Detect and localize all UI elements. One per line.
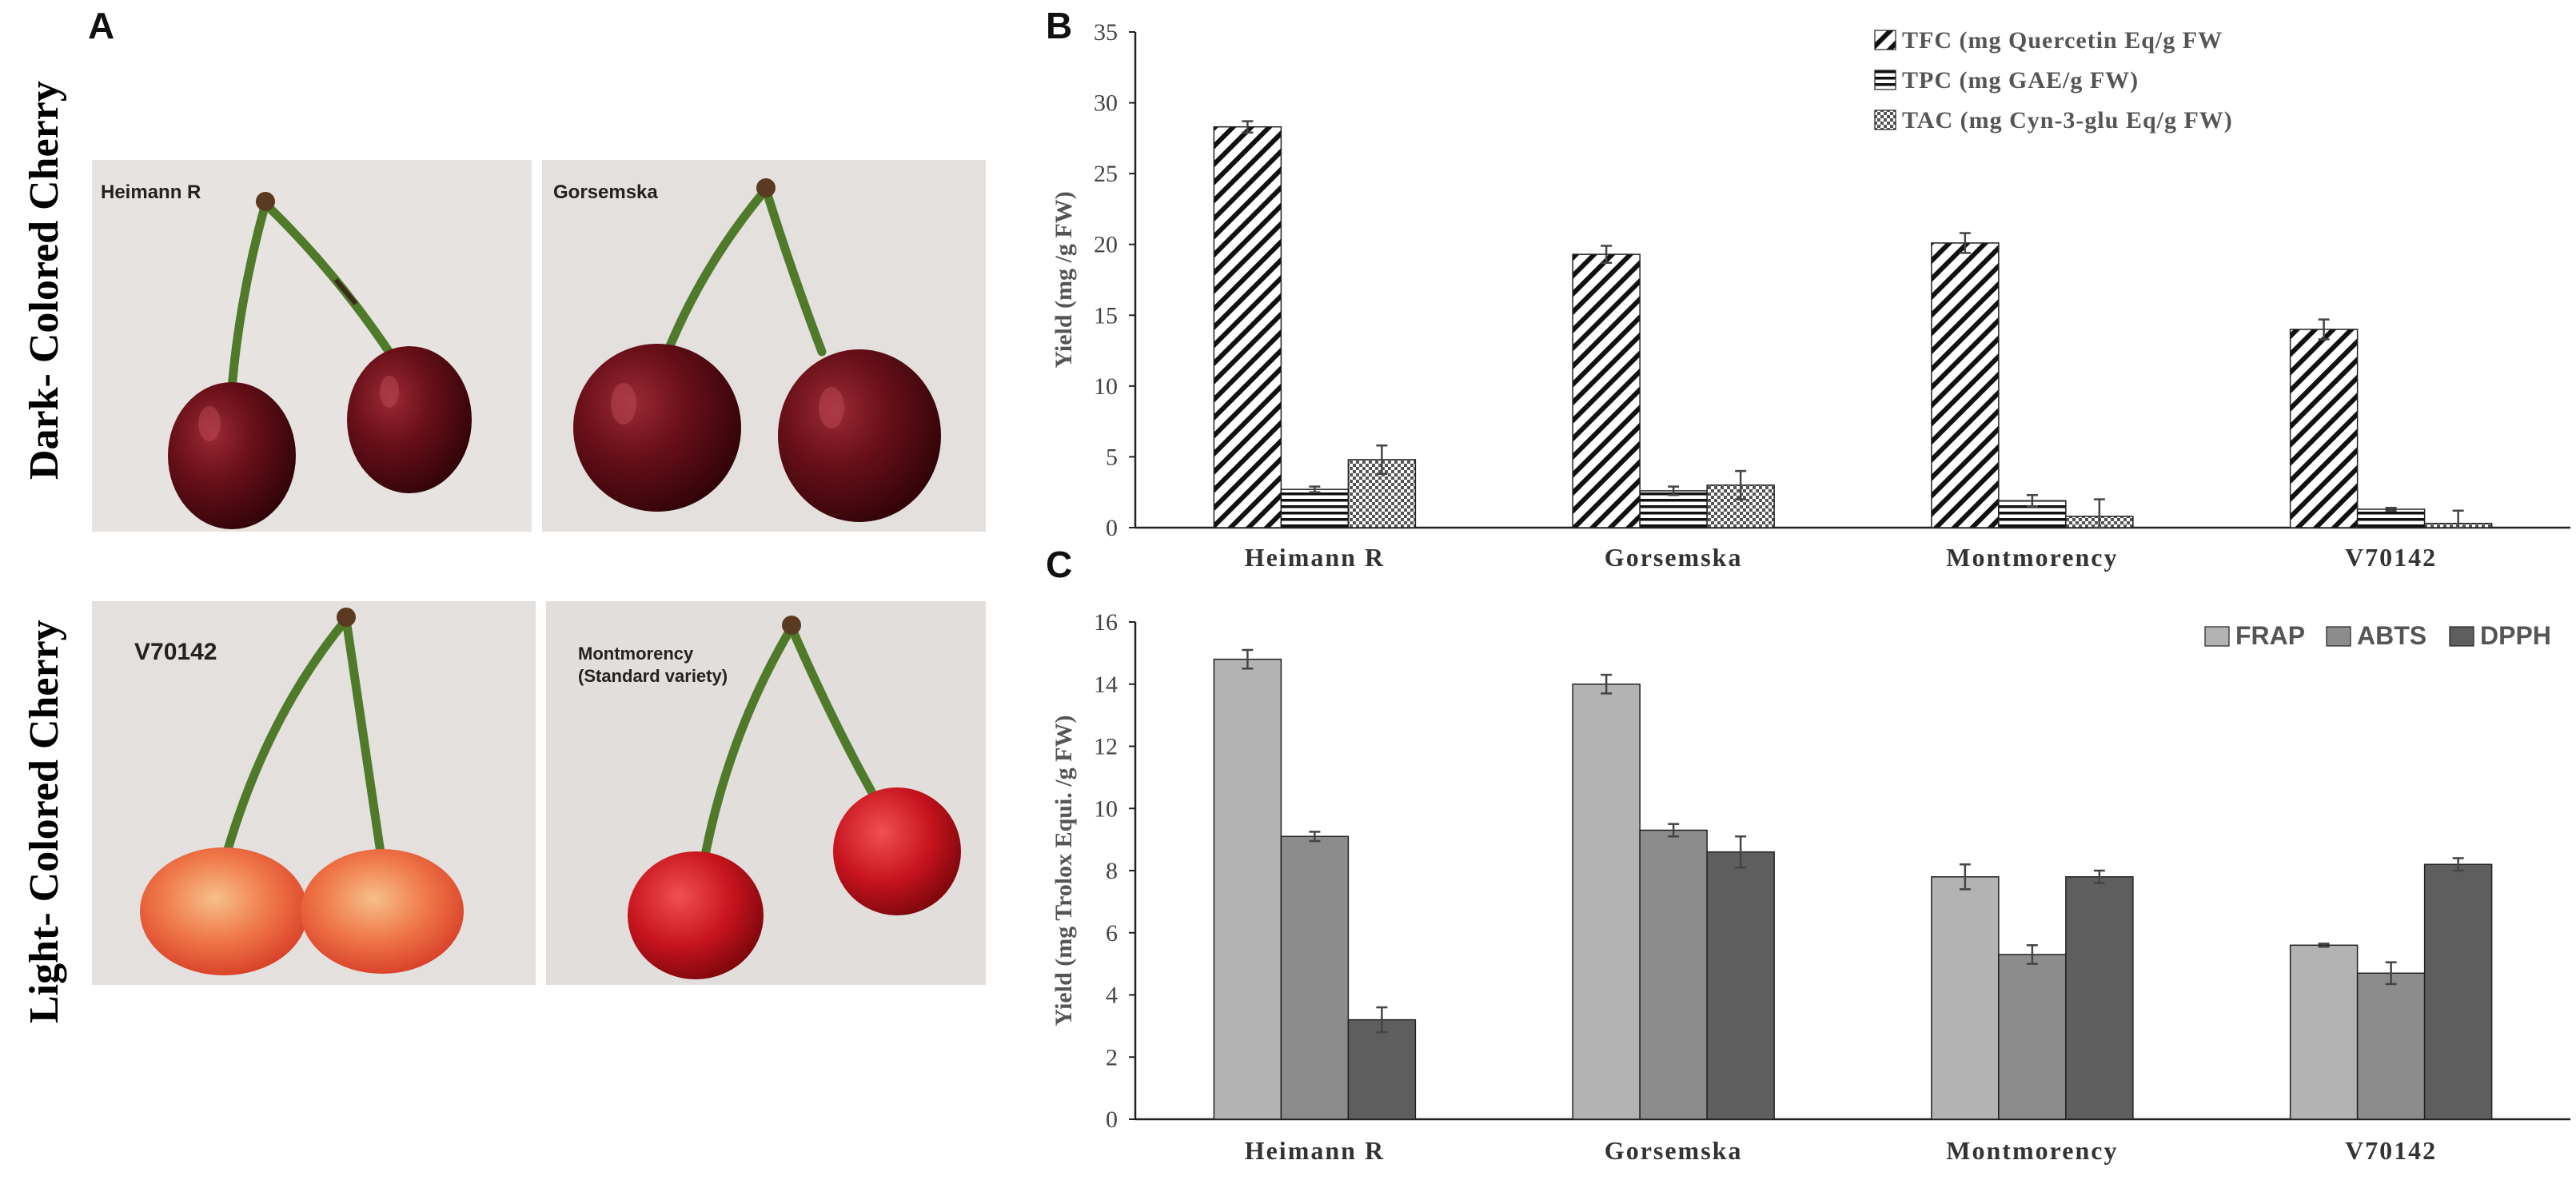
chart-b-legend-swatch-tfc-mg-quercetin-eq-g-fw (1874, 30, 1896, 50)
chart-b-bar-heimann-r-tpc-mg-gae-g-fw (1280, 488, 1350, 528)
chart-c-legend-swatch-frap (2204, 626, 2230, 647)
chart-b-legend-label-tpc-mg-gae-g-fw: TPC (mg GAE/g FW) (1902, 67, 2139, 94)
chart-c-ytick-label: 4 (1106, 983, 1118, 1009)
photo-label-montmorency: Montmorency (578, 644, 694, 664)
chart-b-bar-gorsemska-tfc-mg-quercetin-eq-g-fw (1572, 253, 1641, 528)
row-label-dark: Dark- Colored Cherry (22, 81, 67, 480)
photo-label-montmorency-sub: (Standard variety) (578, 666, 728, 686)
chart-c-bar-gorsemska-abts (1639, 829, 1708, 1120)
chart-b-ytick-label: 20 (1094, 232, 1118, 258)
chart-c-category-label: Gorsemska (1605, 1136, 1743, 1165)
chart-b-bar-v70142-tfc-mg-quercetin-eq-g-fw (2289, 329, 2359, 528)
chart-b-ytick-label: 15 (1094, 302, 1118, 329)
row-label-light: Light- Colored Cherry (22, 620, 67, 1023)
chart-b-legend-swatch-tac-mg-cyn-3-glu-eq-g-fw (1874, 110, 1896, 130)
panel-a-letter: A (88, 5, 114, 46)
photo-gorsemska: Gorsemska (542, 160, 986, 532)
chart-b-ytick-label: 0 (1106, 515, 1118, 541)
chart-b-ytick-label: 25 (1094, 161, 1118, 187)
chart-c-ytick-label: 16 (1094, 609, 1118, 636)
chart-b-legend-label-tac-mg-cyn-3-glu-eq-g-fw: TAC (mg Cyn-3-glu Eq/g FW) (1902, 107, 2233, 134)
chart-c-y-label: Yield (mg Trolox Equi. /g FW) (1051, 716, 1077, 1027)
photo-label-v70142: V70142 (134, 639, 217, 665)
chart-b-category-label: Montmorency (1946, 543, 2118, 572)
panel-b-letter: B (1046, 5, 1072, 46)
photo-montmorency: Montmorency (Standard variety) (546, 601, 986, 985)
chart-c-legend-label-abts: ABTS (2357, 621, 2426, 650)
chart-c-bar-montmorency-abts (1998, 954, 2067, 1120)
chart-b-bar-heimann-r-tfc-mg-quercetin-eq-g-fw (1213, 126, 1282, 528)
chart-c-bar-v70142-dpph (2423, 863, 2493, 1120)
chart-b-bar-montmorency-tfc-mg-quercetin-eq-g-fw (1931, 242, 2000, 528)
chart-c-ytick-label: 14 (1094, 672, 1118, 698)
chart-c-bar-montmorency-dpph (2065, 876, 2134, 1120)
chart-c-bar-heimann-r-frap (1213, 658, 1282, 1120)
chart-c-ytick-label: 6 (1106, 920, 1118, 947)
chart-c-bar-heimann-r-dpph (1347, 1019, 1417, 1120)
chart-b-legend-label-tfc-mg-quercetin-eq-g-fw: TFC (mg Quercetin Eq/g FW (1902, 27, 2223, 54)
chart-c-ytick-label: 8 (1106, 858, 1118, 884)
chart-c: 0 2 4 6 8 10 12 14 16 Yield (mg Trolox Equi. /g F… (1051, 609, 2570, 1165)
chart-b-category-label: V70142 (2345, 543, 2437, 572)
photo-v70142: V70142 (92, 601, 536, 985)
chart-b-bar-gorsemska-tpc-mg-gae-g-fw (1639, 490, 1708, 528)
chart-c-category-label: V70142 (2345, 1136, 2437, 1165)
chart-b-legend-swatch-tpc-mg-gae-g-fw (1874, 70, 1896, 90)
chart-c-bar-v70142-frap (2289, 944, 2359, 1120)
chart-b: 0 5 10 15 20 25 30 35 Yield (mg /g FW) Heimann R G… (1051, 19, 2570, 572)
panel-c-letter: C (1046, 544, 1072, 585)
chart-c-legend-label-dpph: DPPH (2480, 621, 2551, 650)
chart-c-ytick-label: 10 (1094, 795, 1118, 822)
chart-b-bar-v70142-tpc-mg-gae-g-fw (2356, 508, 2426, 528)
chart-b-ytick-label: 10 (1094, 373, 1118, 400)
chart-b-ytick-label: 30 (1094, 90, 1118, 117)
photo-heimann: Heimann R (92, 160, 532, 532)
chart-c-ytick-label: 0 (1106, 1106, 1118, 1133)
chart-c-legend-swatch-dpph (2449, 626, 2474, 647)
chart-c-category-label: Heimann R (1245, 1136, 1385, 1165)
chart-b-category-label: Gorsemska (1605, 543, 1743, 572)
chart-b-category-label: Heimann R (1245, 543, 1385, 572)
chart-c-bar-montmorency-frap (1931, 876, 2000, 1120)
chart-c-bar-gorsemska-frap (1572, 684, 1641, 1120)
chart-c-category-label: Montmorency (1946, 1136, 2118, 1165)
chart-c-ytick-label: 2 (1106, 1044, 1118, 1070)
chart-c-legend-label-frap: FRAP (2235, 621, 2305, 650)
chart-c-bar-v70142-abts (2356, 972, 2426, 1120)
chart-b-ytick-label: 35 (1094, 19, 1118, 46)
chart-c-ytick-label: 12 (1094, 734, 1118, 760)
chart-c-legend-swatch-abts (2326, 626, 2351, 647)
chart-c-bar-gorsemska-dpph (1706, 851, 1775, 1120)
chart-c-bar-heimann-r-abts (1280, 835, 1350, 1120)
chart-b-y-label: Yield (mg /g FW) (1051, 191, 1077, 368)
photo-label-heimann: Heimann R (101, 181, 201, 203)
chart-b-ytick-label: 5 (1106, 444, 1118, 470)
photo-label-gorsemska: Gorsemska (553, 181, 658, 203)
